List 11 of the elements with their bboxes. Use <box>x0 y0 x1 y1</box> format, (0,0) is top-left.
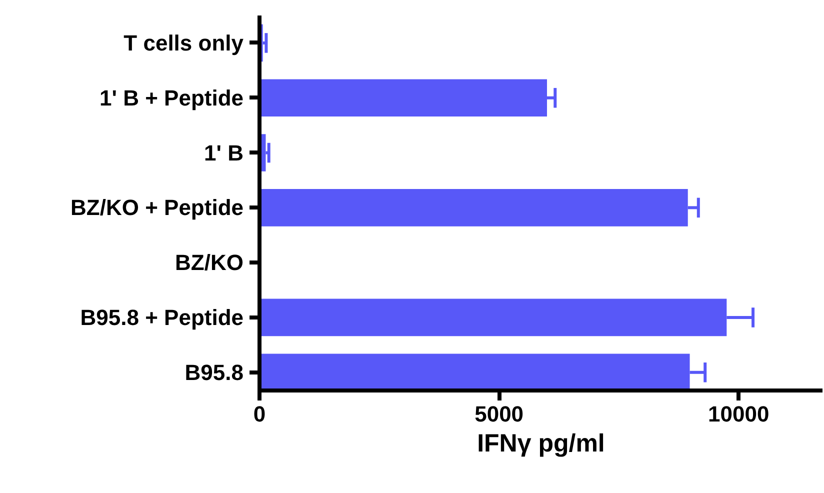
x-tick-label: 5000 <box>474 402 524 426</box>
y-tick-label: B95.8 + Peptide <box>80 304 244 330</box>
y-tick-label: 1' B + Peptide <box>100 85 244 110</box>
y-tick-label: 1' B <box>204 140 244 166</box>
x-tick-label: 0 <box>253 402 266 426</box>
x-axis-title: IFNγ pg/ml <box>477 430 605 458</box>
y-tick-label: BZ/KO <box>175 250 244 276</box>
x-tick-label: 10000 <box>708 402 770 426</box>
y-tick-label: B95.8 <box>184 360 244 385</box>
y-tick-label: BZ/KO + Peptide <box>70 195 244 220</box>
y-tick-label: T cells only <box>124 30 244 56</box>
